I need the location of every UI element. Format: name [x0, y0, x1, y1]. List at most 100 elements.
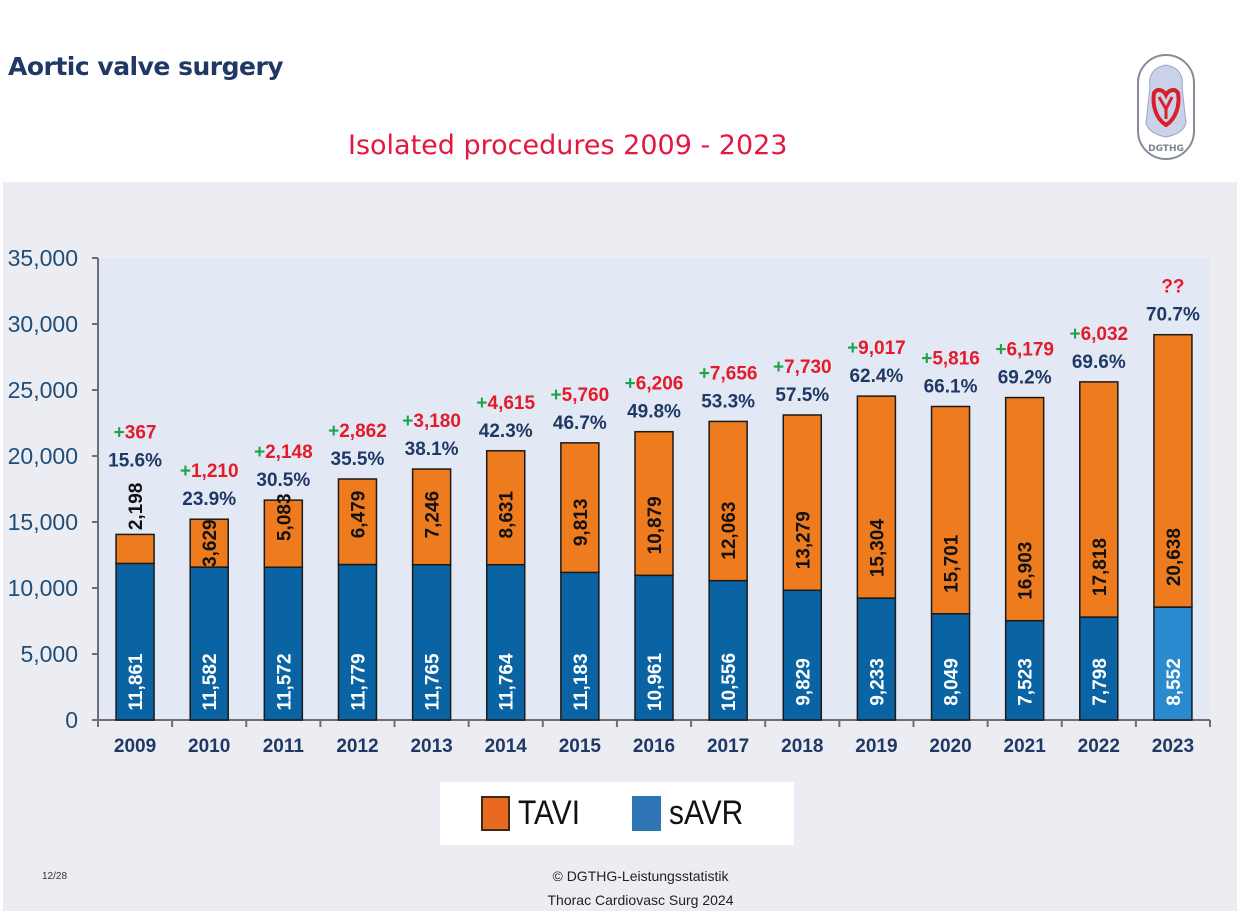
bar-tavi — [263, 499, 304, 568]
plus-sign: + — [476, 393, 487, 414]
tavi-increase-label: +6,179 — [995, 340, 1054, 361]
bar-tavi — [337, 478, 378, 566]
increase-value: 1,210 — [191, 461, 239, 482]
savr-value-label: 9,829 — [793, 658, 814, 706]
dgthg-heart-logo-icon: DGTHG — [1137, 54, 1195, 160]
increase-value: 367 — [125, 422, 157, 443]
increase-value: 3,180 — [413, 411, 461, 432]
savr-value-label: 11,765 — [423, 653, 444, 710]
plus-sign: + — [254, 442, 265, 463]
tavi-share-label: 15.6% — [108, 450, 162, 471]
tavi-value-label: 20,638 — [1164, 528, 1185, 586]
plus-sign: + — [328, 421, 339, 442]
savr-value-label: 11,779 — [348, 653, 369, 710]
y-tick-label: 25,000 — [8, 377, 78, 403]
bar-tavi — [485, 450, 526, 566]
savr-value-label: 11,572 — [274, 653, 295, 710]
x-tick-label: 2022 — [1078, 736, 1120, 757]
plus-sign: + — [402, 411, 413, 432]
bar-savr — [411, 563, 452, 721]
bar-tavi — [1004, 396, 1045, 622]
bar-savr — [1153, 606, 1193, 721]
chart-legend: TAVI sAVR — [440, 782, 794, 845]
legend-item-tavi: TAVI — [480, 794, 589, 833]
bar-tavi — [708, 420, 748, 582]
y-tick-label: 20,000 — [8, 443, 78, 469]
tavi-increase-label: +7,730 — [773, 357, 832, 378]
increase-value: 2,148 — [265, 442, 313, 463]
bar-savr — [782, 589, 823, 721]
savr-value-label: 9,233 — [867, 658, 888, 706]
plus-sign: + — [847, 338, 858, 359]
y-tick-label: 30,000 — [8, 311, 78, 337]
y-tick-label: 35,000 — [8, 245, 78, 271]
tavi-share-label: 30.5% — [256, 470, 310, 491]
tavi-increase-label: +5,816 — [921, 349, 980, 370]
tavi-share-label: 46.7% — [553, 413, 607, 434]
tavi-share-label: 35.5% — [331, 449, 385, 470]
tavi-value-label: 10,879 — [645, 496, 666, 554]
tavi-increase-label: +2,148 — [254, 442, 313, 463]
bar-savr — [708, 579, 748, 721]
legend-swatch-savr — [632, 796, 662, 831]
savr-value-label: 11,183 — [571, 653, 592, 710]
legend-label-savr: sAVR — [669, 794, 744, 832]
bar-tavi — [115, 533, 155, 565]
tavi-increase-label: +3,180 — [402, 411, 461, 432]
x-tick-label: 2010 — [188, 736, 230, 757]
tavi-increase-label: +367 — [114, 422, 157, 443]
plus-sign: + — [773, 357, 784, 378]
bar-tavi — [1079, 381, 1119, 618]
bar-savr — [189, 566, 229, 721]
bar-tavi — [189, 518, 229, 568]
tavi-share-label: 53.3% — [701, 391, 755, 412]
bar-savr — [485, 563, 526, 721]
tavi-share-label: 49.8% — [627, 402, 681, 423]
increase-value: 2,862 — [339, 421, 387, 442]
logo-text: DGTHG — [1148, 144, 1184, 154]
tavi-share-label: 42.3% — [479, 421, 533, 442]
tavi-value-label: 15,701 — [942, 534, 963, 593]
tavi-share-label: 69.2% — [998, 368, 1052, 389]
x-tick-label: 2014 — [485, 736, 528, 757]
legend-swatch-tavi — [480, 796, 510, 831]
y-tick-label: 5,000 — [20, 641, 78, 667]
legend-item-savr: sAVR — [632, 794, 753, 833]
bar-tavi — [411, 468, 452, 566]
tavi-increase-label: +7,656 — [699, 363, 758, 384]
plus-sign: + — [1069, 324, 1080, 345]
tavi-share-label: 69.6% — [1072, 352, 1126, 373]
x-tick-label: 2016 — [633, 736, 675, 757]
plus-sign: + — [921, 349, 932, 370]
increase-value: 9,017 — [858, 338, 906, 359]
tavi-value-label: 6,479 — [348, 491, 369, 539]
tavi-increase-label: +2,862 — [328, 421, 387, 442]
bar-tavi — [930, 405, 971, 615]
savr-value-label: 10,556 — [719, 653, 740, 711]
savr-value-label: 11,861 — [126, 653, 147, 710]
tavi-share-label: 62.4% — [849, 366, 903, 387]
source-credit: © DGTHG-Leistungsstatistik — [552, 868, 729, 884]
x-tick-label: 2023 — [1152, 736, 1194, 757]
tavi-increase-label: +9,017 — [847, 338, 906, 359]
tavi-value-label: 16,903 — [1016, 542, 1037, 600]
bar-tavi — [782, 414, 823, 592]
tavi-value-label: 7,246 — [423, 491, 444, 539]
x-tick-label: 2020 — [929, 736, 971, 757]
bar-tavi — [856, 395, 897, 599]
bar-savr — [1079, 616, 1119, 721]
tavi-value-label: 13,279 — [793, 511, 814, 569]
bar-savr — [263, 566, 304, 721]
x-tick-label: 2017 — [707, 736, 749, 757]
tavi-share-label: 38.1% — [405, 439, 459, 460]
savr-value-label: 11,582 — [200, 653, 221, 710]
tavi-value-label: 2,198 — [126, 483, 147, 531]
y-tick-label: 10,000 — [8, 575, 78, 601]
increase-value: 5,760 — [562, 385, 610, 406]
x-tick-label: 2013 — [410, 736, 452, 757]
legend-label-tavi: TAVI — [517, 794, 580, 832]
tavi-value-label: 17,818 — [1090, 538, 1111, 596]
increase-value: 6,206 — [636, 374, 684, 395]
savr-value-label: 8,049 — [942, 658, 963, 706]
